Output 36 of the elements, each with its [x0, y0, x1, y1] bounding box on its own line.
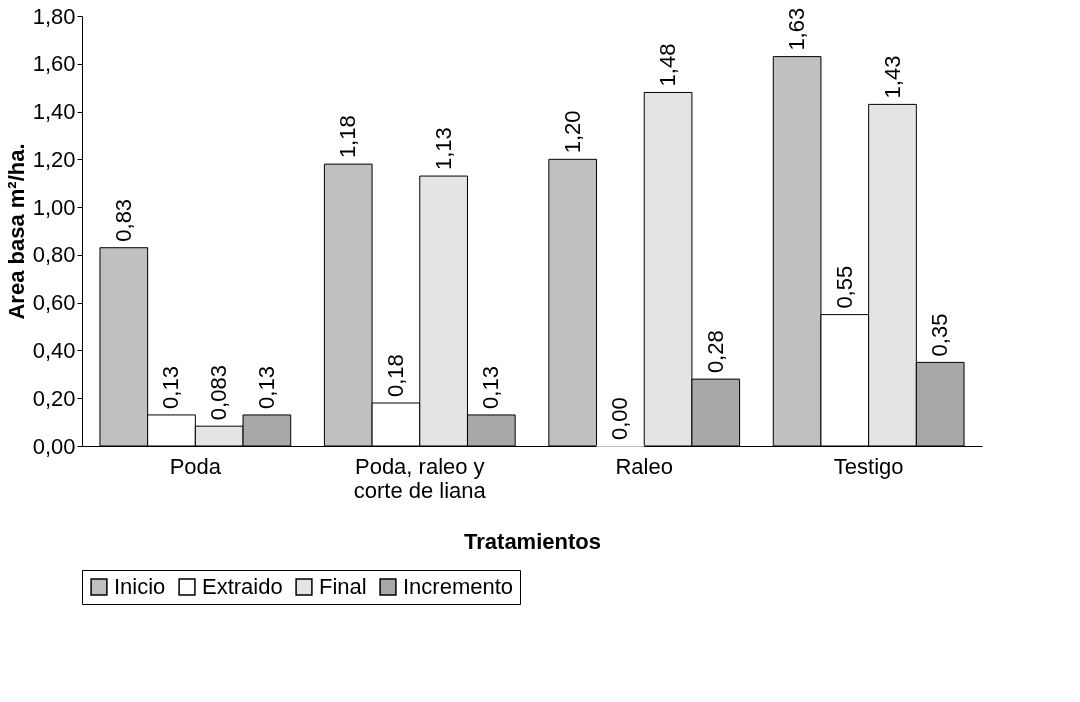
legend-label: Extraido: [202, 574, 283, 599]
y-tick-label: 1,80: [32, 3, 76, 29]
x-tick-label: Raleo: [615, 453, 673, 479]
y-tick-label: 1,20: [32, 146, 76, 172]
data-label: 0,35: [927, 313, 953, 357]
y-tick-label: 0,00: [32, 433, 76, 459]
y-tick-label: 1,40: [32, 99, 76, 125]
legend-label: Final: [319, 574, 367, 599]
y-axis-title: Area basa m²/ha.: [3, 143, 29, 320]
data-label: 0,55: [831, 265, 857, 309]
legend-label: Incremento: [403, 574, 514, 599]
data-label: 0,28: [702, 330, 728, 374]
y-tick-label: 0,80: [32, 242, 76, 268]
data-label: 1,13: [430, 127, 456, 171]
y-tick-label: 0,40: [32, 337, 76, 363]
y-tick-label: 1,60: [32, 51, 76, 77]
x-axis-title: Tratamientos: [464, 528, 601, 554]
data-label: 0,13: [478, 366, 504, 409]
legend-label: Inicio: [114, 574, 166, 599]
data-label: 1,20: [559, 110, 585, 154]
data-label: 0,13: [253, 366, 279, 409]
y-tick-label: 1,00: [32, 194, 76, 220]
data-label: 1,63: [784, 7, 810, 51]
data-label: 1,48: [655, 43, 681, 87]
x-tick-label: Poda, raleo y corte de liana: [353, 453, 487, 503]
data-label: 0,18: [382, 354, 408, 397]
y-tick-label: 0,60: [32, 290, 76, 316]
data-label: 0,00: [607, 397, 633, 440]
data-label: 1,43: [879, 55, 905, 99]
x-tick-label: Testigo: [833, 453, 904, 479]
data-label: 0,83: [110, 198, 136, 242]
data-label: 0,083: [206, 365, 232, 421]
y-tick-label: 0,20: [32, 385, 76, 411]
x-tick-label: Poda: [169, 453, 222, 479]
data-label: 0,13: [158, 366, 184, 409]
data-label: 1,18: [335, 115, 361, 159]
